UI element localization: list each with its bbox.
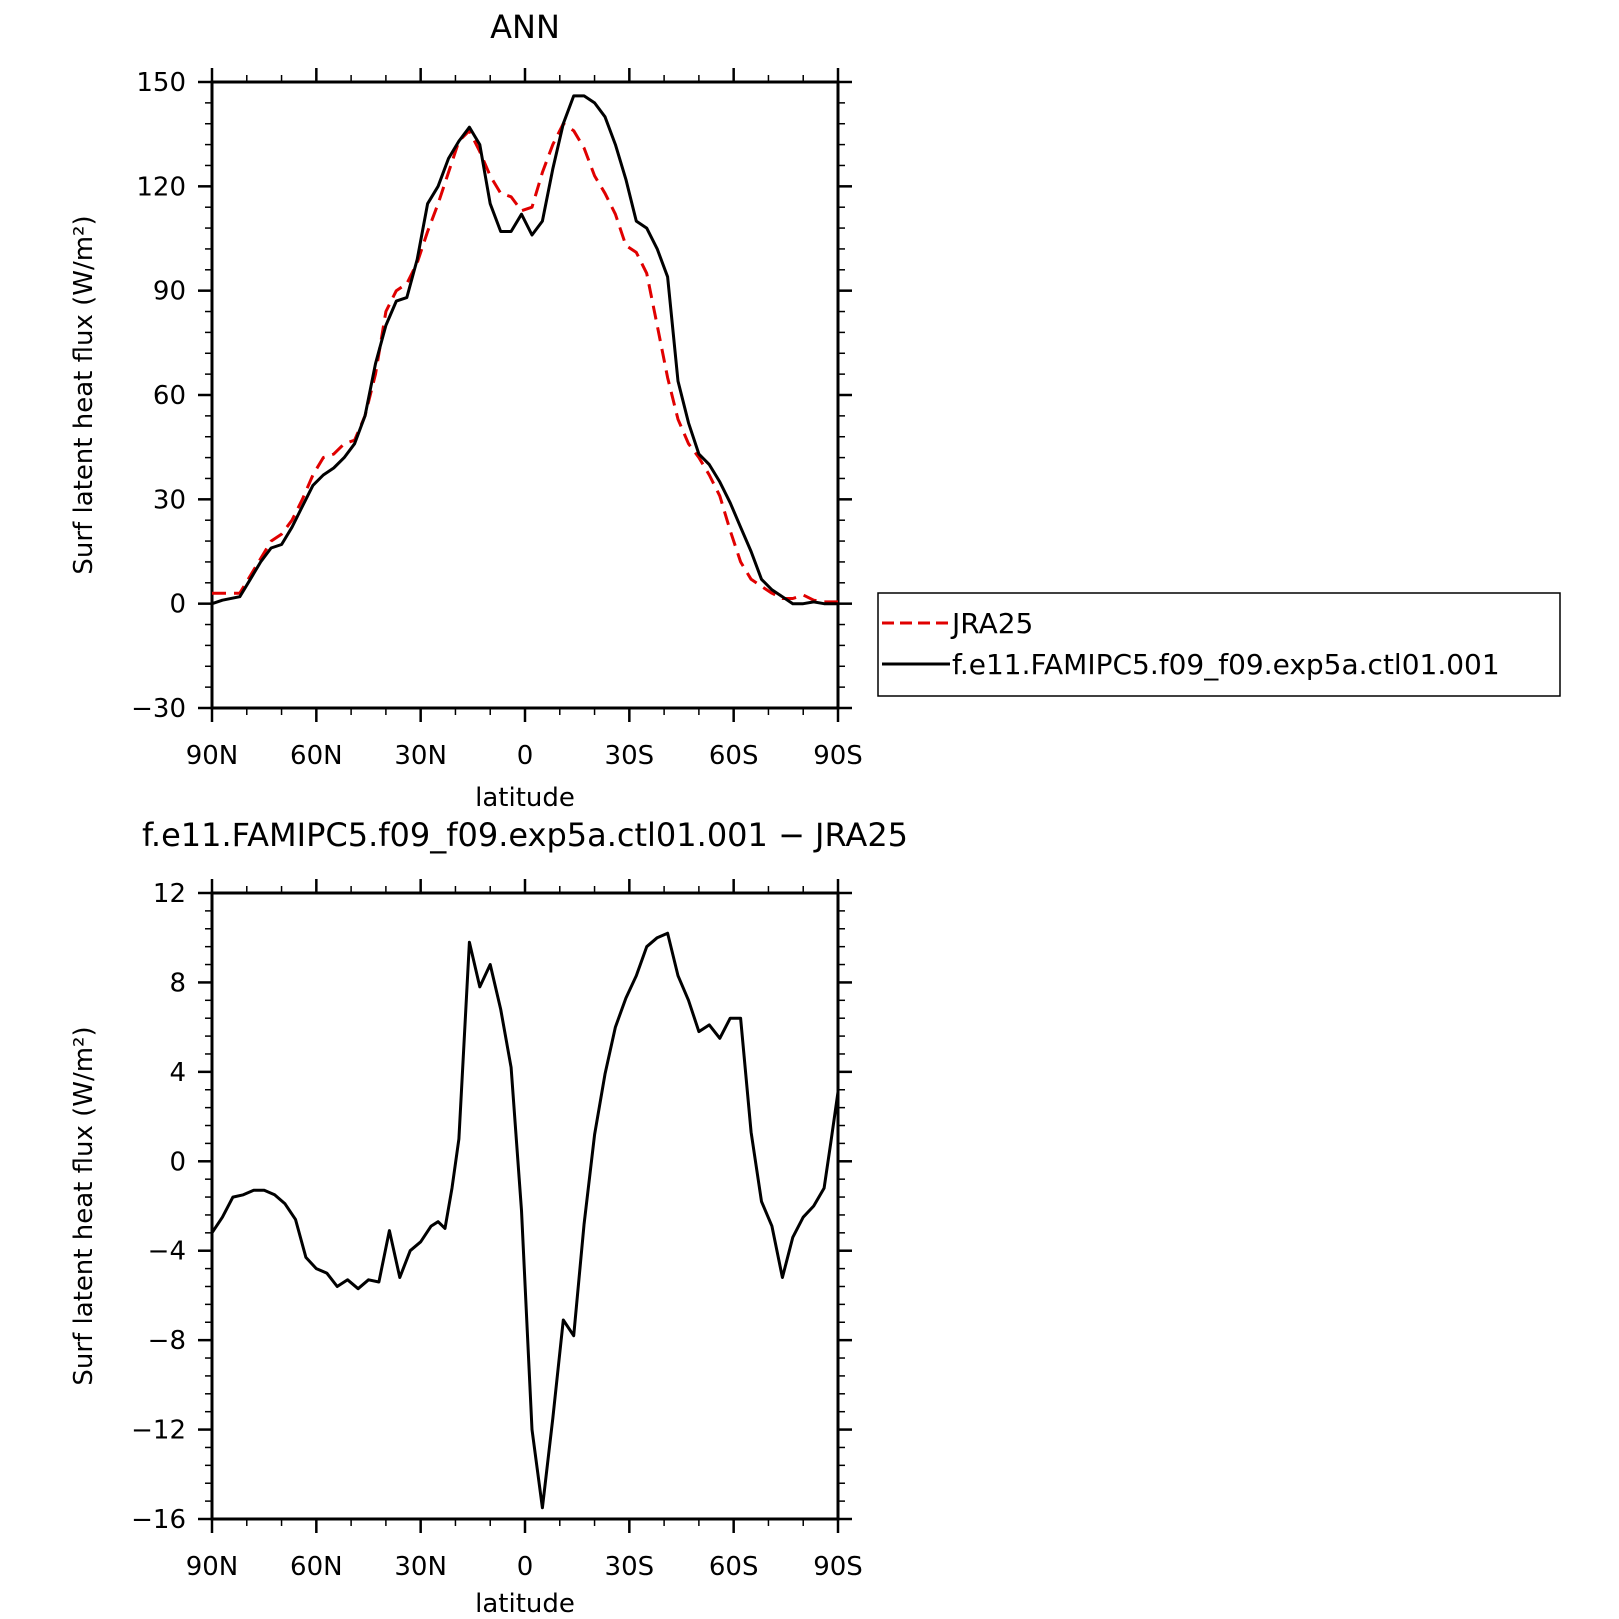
x-tick-label: 30N xyxy=(394,1552,447,1582)
x-tick-label: 90S xyxy=(813,1552,863,1582)
x-tick-label: 30S xyxy=(605,741,655,771)
top-panel: ANN 90N 60N 30N 0 30S 60S 90S−300306090120150 … xyxy=(69,8,863,813)
x-tick-label: 60N xyxy=(290,1552,343,1582)
top-panel-title: ANN xyxy=(490,8,560,46)
y-tick-label: 0 xyxy=(169,590,186,620)
y-tick-label: −4 xyxy=(148,1237,186,1267)
x-tick-label: 0 xyxy=(517,1552,534,1582)
bottom-panel-title: f.e11.FAMIPC5.f09_f09.exp5a.ctl01.001 − … xyxy=(142,816,908,854)
bottom-panel-x-axis-label: latitude xyxy=(475,1589,575,1619)
x-tick-label: 90N xyxy=(186,1552,239,1582)
legend-label-model: f.e11.FAMIPC5.f09_f09.exp5a.ctl01.001 xyxy=(952,648,1500,681)
x-tick-label: 60N xyxy=(290,741,343,771)
plot-frame xyxy=(210,891,840,1521)
y-tick-label: 150 xyxy=(136,68,186,98)
series-line xyxy=(210,931,840,1510)
x-tick-label: 60S xyxy=(709,741,759,771)
bottom-panel-y-axis-label: Surf latent heat flux (W/m²) xyxy=(69,1026,99,1385)
legend: JRA25 f.e11.FAMIPC5.f09_f09.exp5a.ctl01.… xyxy=(877,592,1561,697)
x-tick-label: 90S xyxy=(813,741,863,771)
plot-frame xyxy=(210,80,840,710)
y-tick-label: −30 xyxy=(131,694,186,724)
y-tick-label: 30 xyxy=(153,485,186,515)
y-tick-label: −12 xyxy=(131,1416,186,1446)
y-tick-label: 90 xyxy=(153,277,186,307)
series-line xyxy=(212,122,838,604)
top-panel-y-axis-label: Surf latent heat flux (W/m²) xyxy=(69,215,99,574)
bottom-panel-marks: 90N 60N 30N 0 30S 60S 90S −16 −12 −8 −4 0 4 8 12 xyxy=(131,879,863,1582)
top-panel-x-axis-label: latitude xyxy=(475,783,575,813)
y-tick-label: 4 xyxy=(169,1058,186,1088)
legend-label-jra25: JRA25 xyxy=(950,607,1033,640)
series-line xyxy=(211,94,838,606)
y-tick-label: −16 xyxy=(131,1505,186,1535)
y-tick-label: 8 xyxy=(169,968,186,998)
x-tick-label: 30S xyxy=(605,1552,655,1582)
x-tick-label: 30N xyxy=(394,741,447,771)
y-tick-label: 120 xyxy=(136,172,186,202)
legend-box xyxy=(877,592,1561,697)
y-tick-label: 60 xyxy=(153,381,186,411)
y-tick-label: 12 xyxy=(153,879,186,909)
bottom-panel: f.e11.FAMIPC5.f09_f09.exp5a.ctl01.001 − … xyxy=(69,816,908,1619)
x-tick-label: 0 xyxy=(517,741,534,771)
x-tick-label: 90N xyxy=(186,741,239,771)
x-tick-label: 60S xyxy=(709,1552,759,1582)
y-tick-label: 0 xyxy=(169,1147,186,1177)
top-panel-marks: 90N 60N 30N 0 30S 60S 90S −30 0 30 60 90 120 150 xyxy=(131,68,863,771)
y-tick-label: −8 xyxy=(148,1326,186,1356)
